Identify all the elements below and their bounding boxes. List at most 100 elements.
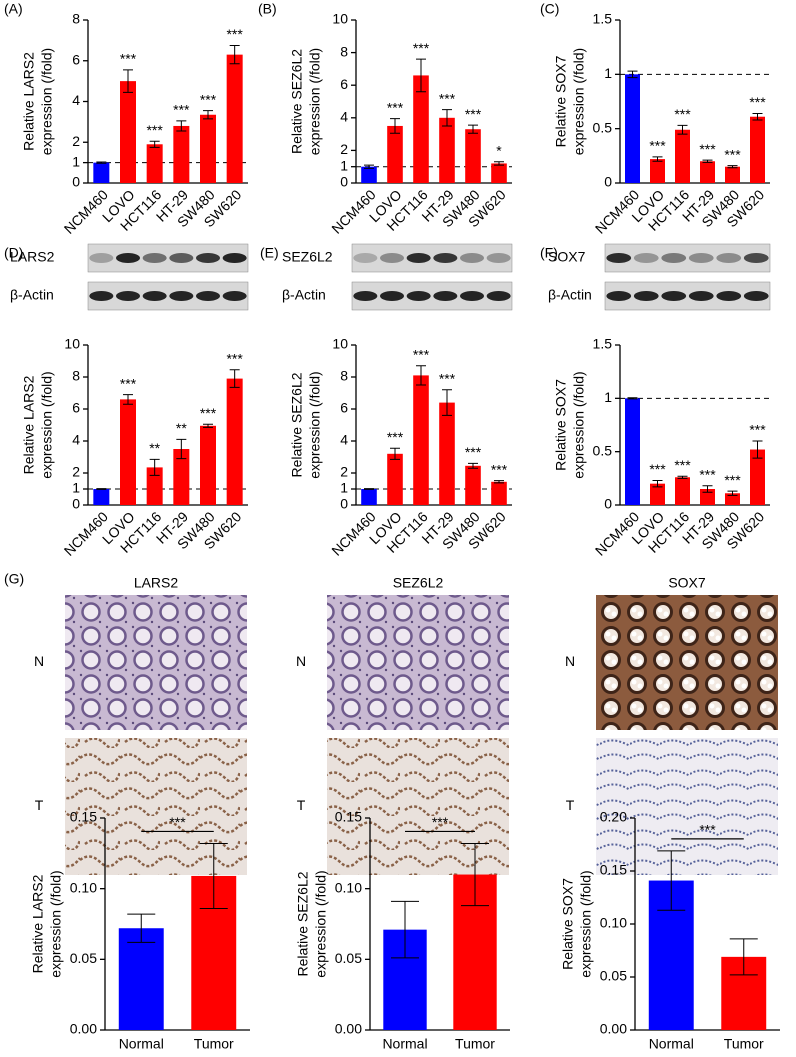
blot-band [743, 291, 769, 301]
y-tick-label: 0.00 [335, 1021, 362, 1037]
column-title: SEZ6L2 [393, 575, 444, 591]
bar [491, 163, 507, 183]
error-bar [494, 161, 504, 166]
error-bar [364, 164, 374, 169]
significance-label: *** [120, 375, 137, 391]
error-bar [752, 440, 763, 459]
bar [226, 378, 243, 505]
significance-label: *** [465, 444, 482, 460]
bar [120, 81, 136, 183]
bar [146, 467, 163, 505]
y-tick-label: 0.10 [70, 879, 97, 895]
y-tick-label: 2 [72, 464, 80, 480]
significance-label: *** [173, 102, 190, 118]
y-axis-label: expression (/fold) [578, 870, 594, 977]
blot-band [460, 291, 484, 301]
blot-strip [351, 281, 513, 311]
y-tick-label: 1 [340, 480, 348, 496]
y-tick-label: 1 [604, 389, 612, 405]
y-axis-label: expression (/fold) [571, 371, 587, 478]
bar [650, 159, 665, 183]
x-tick-label: Normal [119, 1036, 164, 1052]
ihc-image [596, 595, 778, 730]
significance-label: *** [724, 146, 741, 162]
error-bar [494, 480, 504, 484]
bar [226, 54, 243, 184]
error-bar [652, 479, 663, 488]
y-tick-label: 0 [340, 496, 348, 512]
y-tick-label: 0.10 [335, 879, 362, 895]
significance-label: *** [387, 429, 404, 445]
panel-label: (C) [540, 1, 559, 17]
error-bar [702, 159, 713, 163]
y-tick-label: 0 [72, 496, 80, 512]
y-tick-label: 8 [72, 368, 80, 384]
y-tick-label: 6 [72, 51, 80, 67]
ihc-image [327, 738, 509, 875]
y-axis-label: Relative SOX7 [560, 878, 576, 970]
y-tick-label: 4 [340, 432, 348, 448]
blot-label: SEZ6L2 [282, 249, 333, 265]
blot-strip [87, 243, 249, 273]
bar [120, 399, 136, 505]
blot-band [606, 291, 632, 301]
y-tick-label: 1.5 [593, 336, 613, 352]
y-axis-label: Relative SEZ6L2 [289, 49, 305, 154]
y-axis-label: Relative LARS2 [21, 52, 37, 151]
bar [700, 489, 715, 505]
significance-label: *** [200, 91, 217, 107]
x-tick-label: Tumor [194, 1036, 234, 1052]
y-tick-label: 0.00 [70, 1021, 97, 1037]
significance-label: *** [432, 814, 449, 830]
bar [387, 453, 403, 505]
row-label: T [566, 797, 575, 813]
bar [700, 161, 715, 183]
significance-label: *** [439, 90, 456, 106]
significance-label: *** [226, 26, 243, 42]
error-bar [416, 58, 426, 93]
blot-band [486, 253, 511, 263]
significance-label: *** [749, 422, 766, 438]
error-bar [149, 458, 160, 476]
error-bar [729, 938, 758, 976]
error-bar [627, 397, 638, 400]
blot-band [169, 253, 194, 263]
bar [118, 928, 164, 1030]
significance-label: *** [724, 472, 741, 488]
y-tick-label: 1.5 [593, 11, 613, 27]
blot-band [716, 291, 742, 301]
row-label: N [34, 653, 44, 669]
error-bar [727, 490, 738, 496]
blot-strip [604, 281, 771, 311]
error-bar [176, 120, 187, 132]
ihc-image [596, 738, 778, 875]
error-bar [416, 365, 426, 386]
y-tick-label: 1 [340, 157, 348, 173]
blot-band [169, 291, 194, 301]
blot-band [606, 253, 632, 263]
y-tick-label: 2 [72, 133, 80, 149]
row-label: N [565, 653, 575, 669]
error-bar [702, 485, 713, 493]
error-bar [390, 118, 400, 134]
y-tick-label: 0.15 [600, 862, 627, 878]
significance-label: *** [649, 138, 666, 154]
y-axis-label: expression (/fold) [571, 48, 587, 155]
error-bar [203, 110, 213, 120]
y-tick-label: 0 [72, 174, 80, 190]
blot-band [688, 253, 714, 263]
bar [491, 481, 507, 505]
bar [625, 398, 640, 505]
bar [675, 477, 690, 505]
blot-band [142, 291, 167, 301]
significance-label: *** [226, 351, 243, 367]
error-bar [123, 69, 133, 93]
ihc-image [65, 738, 247, 875]
significance-label: *** [699, 467, 716, 483]
significance-label: *** [200, 405, 217, 421]
panel-label: (B) [258, 1, 277, 17]
blot-strip [351, 243, 513, 273]
panel-label: (E) [260, 245, 279, 261]
error-bar [123, 394, 133, 405]
blot-band [196, 253, 220, 263]
